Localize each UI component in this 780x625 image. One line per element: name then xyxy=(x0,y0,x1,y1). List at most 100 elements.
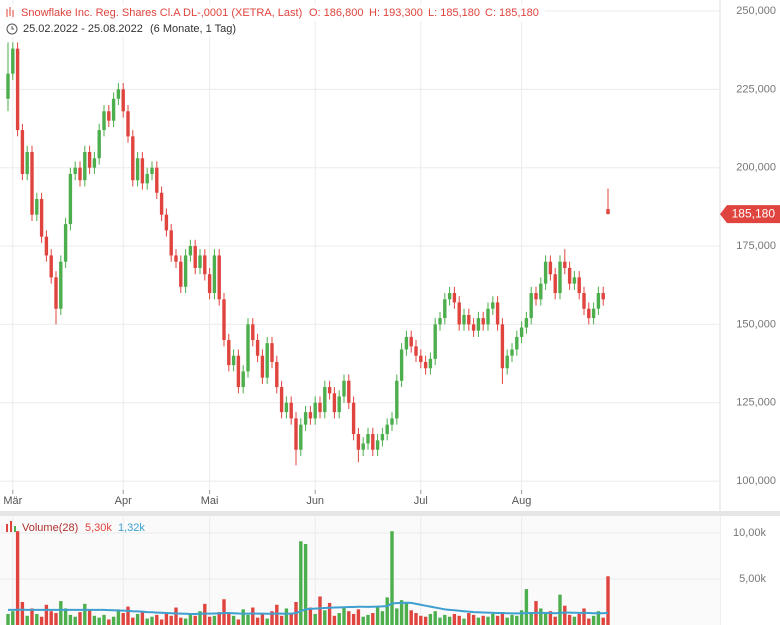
volume-bar xyxy=(251,607,255,625)
candle-body xyxy=(131,136,135,181)
volume-bar xyxy=(452,613,457,625)
volume-bar xyxy=(246,614,250,625)
candle-body xyxy=(457,302,461,325)
volume-bar xyxy=(126,606,130,625)
candle-body xyxy=(303,412,308,425)
volume-bar xyxy=(481,615,485,625)
volume-bar xyxy=(587,618,591,625)
volume-bar xyxy=(500,612,505,625)
candle-body xyxy=(342,380,346,397)
volume-bar xyxy=(327,602,332,625)
volume-bar xyxy=(539,608,543,625)
candle-body xyxy=(515,336,519,350)
volume-bar xyxy=(183,618,188,625)
volume-bar xyxy=(198,611,202,625)
volume-bar xyxy=(270,611,274,625)
candle-body xyxy=(169,230,173,256)
volume-bar xyxy=(318,596,322,625)
volume-bar xyxy=(601,617,605,625)
volume-bar xyxy=(87,610,92,625)
candle-body xyxy=(558,261,562,294)
volume-bar xyxy=(308,607,313,625)
volume-bar xyxy=(582,608,586,625)
y-tick-label: 150,000 xyxy=(736,318,776,330)
candle-body xyxy=(241,371,245,388)
candle-body xyxy=(174,255,178,262)
volume-bar xyxy=(385,597,389,625)
candle-body xyxy=(260,355,265,378)
volume-bar xyxy=(519,610,524,625)
volume-bar xyxy=(11,611,15,625)
candle-body xyxy=(126,111,130,137)
candle-body xyxy=(222,299,226,341)
candle-body xyxy=(491,302,495,309)
candle-body xyxy=(433,324,437,359)
candle-body xyxy=(428,358,433,369)
volume-bar xyxy=(92,615,97,625)
candle-body xyxy=(87,152,92,168)
price-pane xyxy=(0,0,720,490)
x-tick-label: Mär xyxy=(3,495,22,507)
candle-body xyxy=(284,402,289,413)
volume-bar xyxy=(265,618,269,625)
volume-bar xyxy=(145,618,149,625)
range-bg xyxy=(0,21,240,37)
volume-bar xyxy=(116,609,121,625)
volume-bar xyxy=(486,616,490,625)
candle-body xyxy=(83,152,87,181)
volume-bar xyxy=(217,612,221,625)
volume-bar xyxy=(438,617,442,625)
candle-body xyxy=(524,318,529,328)
candle-body xyxy=(596,293,601,309)
volume-bar xyxy=(303,544,308,625)
candle-body xyxy=(236,355,241,388)
candle-body xyxy=(462,314,466,325)
volume-bar xyxy=(299,541,303,625)
candle-body xyxy=(111,98,116,121)
volume-bar xyxy=(255,617,260,625)
volume-bar xyxy=(606,576,610,625)
volume-bar xyxy=(25,615,29,625)
volume-bar xyxy=(236,619,241,625)
candle-body xyxy=(356,434,361,450)
volume-bar xyxy=(140,611,145,625)
candle-body xyxy=(183,255,188,287)
candle-body xyxy=(179,261,183,287)
candle-body xyxy=(385,424,389,435)
volume-bar xyxy=(495,615,500,625)
candle-body xyxy=(548,261,553,275)
volume-bar xyxy=(476,617,481,625)
candle-body xyxy=(246,324,250,372)
candle-body xyxy=(419,355,423,362)
candle-body xyxy=(347,380,351,403)
candle-body xyxy=(495,302,500,325)
candle-body xyxy=(409,336,413,347)
candle-body xyxy=(270,343,274,362)
x-tick-label: Jul xyxy=(414,495,428,507)
x-tick-label: Mai xyxy=(201,495,219,507)
candle-body xyxy=(203,255,207,275)
candle-body xyxy=(323,387,327,413)
chart-title: Snowflake Inc. Reg. Shares Cl.A DL-,0001… xyxy=(21,7,302,19)
volume-bar xyxy=(404,602,409,625)
marks: 185,180 xyxy=(6,42,780,625)
ohlc-open: O: 186,800 xyxy=(309,7,363,19)
y-tick-label: 100,000 xyxy=(736,475,776,487)
candle-body xyxy=(145,173,149,184)
volume-tick-label: 10,00k xyxy=(733,527,767,539)
volume-bar xyxy=(227,613,231,625)
volume-bar xyxy=(6,613,10,625)
volume-bar xyxy=(155,614,159,625)
y-tick-label: 225,000 xyxy=(736,83,776,95)
candle-body xyxy=(467,314,471,325)
candle-body xyxy=(337,396,341,413)
ohlc-low: L: 185,180 xyxy=(428,7,480,19)
volume-bar xyxy=(596,611,601,625)
volume-bar xyxy=(409,610,413,625)
volume-bar xyxy=(212,615,217,625)
volume-bar xyxy=(591,615,596,625)
candle-body xyxy=(279,387,284,413)
last-price-label: 185,180 xyxy=(732,206,776,220)
volume-bar xyxy=(577,613,581,625)
